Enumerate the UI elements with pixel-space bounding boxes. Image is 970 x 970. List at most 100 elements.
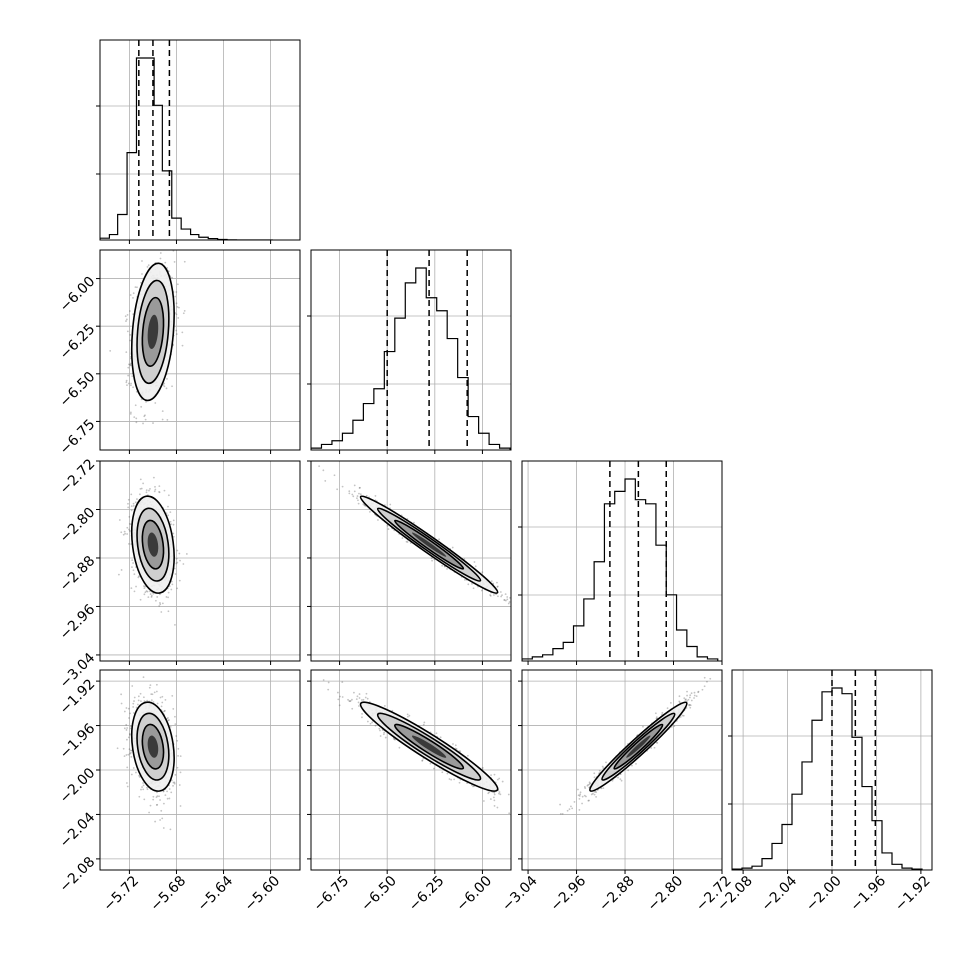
sample-point bbox=[132, 562, 134, 564]
sample-point bbox=[162, 827, 165, 829]
contour-2 bbox=[141, 296, 165, 367]
sample-point bbox=[168, 788, 171, 790]
sample-point bbox=[493, 799, 496, 802]
sample-point bbox=[178, 306, 180, 309]
sample-point bbox=[140, 788, 142, 791]
sample-point bbox=[127, 707, 130, 710]
sample-point bbox=[341, 696, 344, 698]
sample-point bbox=[175, 313, 178, 316]
sample-point bbox=[155, 690, 158, 693]
sample-point bbox=[598, 769, 601, 772]
sample-point bbox=[128, 310, 131, 312]
sample-point bbox=[179, 755, 182, 758]
sample-point bbox=[145, 489, 148, 492]
sample-point bbox=[143, 798, 146, 801]
sample-point bbox=[132, 767, 135, 769]
sample-point bbox=[496, 585, 499, 588]
sample-point bbox=[117, 573, 120, 576]
sample-point bbox=[430, 557, 433, 560]
sample-point bbox=[156, 791, 158, 794]
sample-point bbox=[150, 596, 153, 598]
histogram-1 bbox=[311, 267, 511, 450]
sample-point bbox=[498, 777, 501, 780]
sample-point bbox=[130, 587, 133, 590]
sample-point bbox=[490, 774, 492, 777]
sample-point bbox=[120, 531, 123, 534]
density-3-1 bbox=[304, 679, 511, 815]
density-level-3 bbox=[411, 735, 447, 758]
sample-point bbox=[454, 744, 457, 747]
sample-point bbox=[351, 707, 354, 710]
contour-1 bbox=[136, 712, 170, 781]
x-tick-label: −6.50 bbox=[358, 873, 400, 915]
sample-point bbox=[409, 542, 412, 544]
sample-point bbox=[142, 676, 145, 679]
sample-point bbox=[170, 580, 173, 583]
sample-point bbox=[446, 772, 449, 775]
sample-point bbox=[688, 704, 690, 706]
y-tick-label: −6.75 bbox=[57, 416, 99, 458]
sample-point bbox=[130, 411, 132, 414]
sample-point bbox=[322, 679, 325, 681]
sample-point bbox=[150, 699, 153, 702]
y-tick-label: −6.50 bbox=[57, 369, 99, 411]
sample-point bbox=[492, 582, 495, 585]
grid-lines bbox=[100, 250, 300, 450]
sample-point bbox=[146, 590, 149, 593]
sample-point bbox=[120, 702, 123, 705]
sample-point bbox=[179, 805, 182, 807]
sample-point bbox=[503, 599, 506, 601]
sample-point bbox=[167, 270, 170, 273]
sample-point bbox=[131, 566, 133, 569]
sample-point bbox=[169, 520, 172, 523]
sample-point bbox=[348, 492, 351, 495]
sample-point bbox=[130, 773, 133, 776]
contour-0 bbox=[130, 495, 175, 594]
sample-point bbox=[172, 784, 174, 787]
sample-point bbox=[153, 490, 156, 493]
sample-point bbox=[304, 680, 306, 682]
sample-point bbox=[421, 759, 424, 762]
sample-point bbox=[515, 610, 517, 612]
sample-point bbox=[481, 571, 484, 574]
sample-point bbox=[133, 700, 135, 702]
sample-point bbox=[655, 716, 658, 719]
sample-point bbox=[318, 465, 321, 468]
sample-point bbox=[126, 533, 129, 535]
sample-point bbox=[161, 602, 164, 605]
sample-point bbox=[130, 382, 132, 385]
panel-frame bbox=[310, 460, 512, 662]
sample-point bbox=[143, 593, 146, 596]
sample-point bbox=[161, 418, 164, 421]
sample-point bbox=[138, 575, 140, 578]
sample-point bbox=[499, 793, 502, 796]
sample-point bbox=[137, 695, 140, 698]
sample-point bbox=[130, 505, 133, 508]
x-tick-label: −5.68 bbox=[148, 873, 190, 915]
sample-point bbox=[133, 696, 136, 699]
sample-point bbox=[127, 506, 130, 509]
sample-point bbox=[132, 386, 134, 389]
sample-point bbox=[142, 422, 144, 425]
sample-point bbox=[151, 693, 154, 696]
sample-point bbox=[174, 295, 176, 298]
sample-point bbox=[453, 778, 456, 781]
sample-point bbox=[127, 366, 130, 369]
sample-point bbox=[148, 489, 150, 492]
sample-point bbox=[171, 694, 174, 697]
sample-point bbox=[163, 385, 166, 388]
contour-2 bbox=[141, 723, 165, 770]
sample-point bbox=[136, 286, 138, 289]
sample-point bbox=[338, 704, 341, 707]
sample-point bbox=[471, 582, 473, 585]
sample-point bbox=[135, 421, 138, 424]
sample-point bbox=[128, 732, 131, 735]
sample-point bbox=[159, 252, 162, 254]
grid-lines bbox=[311, 250, 511, 450]
sample-point bbox=[125, 729, 128, 731]
sample-point bbox=[480, 589, 483, 592]
sample-point bbox=[174, 723, 177, 725]
y-tick-label: −2.04 bbox=[57, 809, 99, 851]
sample-point bbox=[147, 596, 150, 599]
sample-point bbox=[371, 721, 374, 724]
